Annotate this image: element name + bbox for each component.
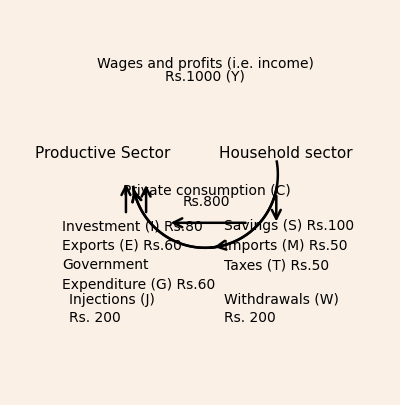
Text: Productive Sector: Productive Sector: [35, 145, 170, 160]
Text: Rs.800: Rs.800: [183, 194, 230, 209]
Text: Wages and profits (i.e. income): Wages and profits (i.e. income): [96, 56, 314, 70]
Text: Investment (I) Rs.80
Exports (E) Rs.60
Government
Expenditure (G) Rs.60: Investment (I) Rs.80 Exports (E) Rs.60 G…: [62, 219, 216, 291]
Text: Withdrawals (W)
Rs. 200: Withdrawals (W) Rs. 200: [224, 292, 338, 324]
Text: Household sector: Household sector: [219, 145, 352, 160]
Text: Savings (S) Rs.100
Imports (M) Rs.50
Taxes (T) Rs.50: Savings (S) Rs.100 Imports (M) Rs.50 Tax…: [224, 219, 354, 271]
Text: Private consumption (C): Private consumption (C): [123, 183, 290, 198]
Text: Rs.1000 (Y): Rs.1000 (Y): [165, 69, 245, 83]
Text: Injections (J)
Rs. 200: Injections (J) Rs. 200: [69, 292, 154, 324]
